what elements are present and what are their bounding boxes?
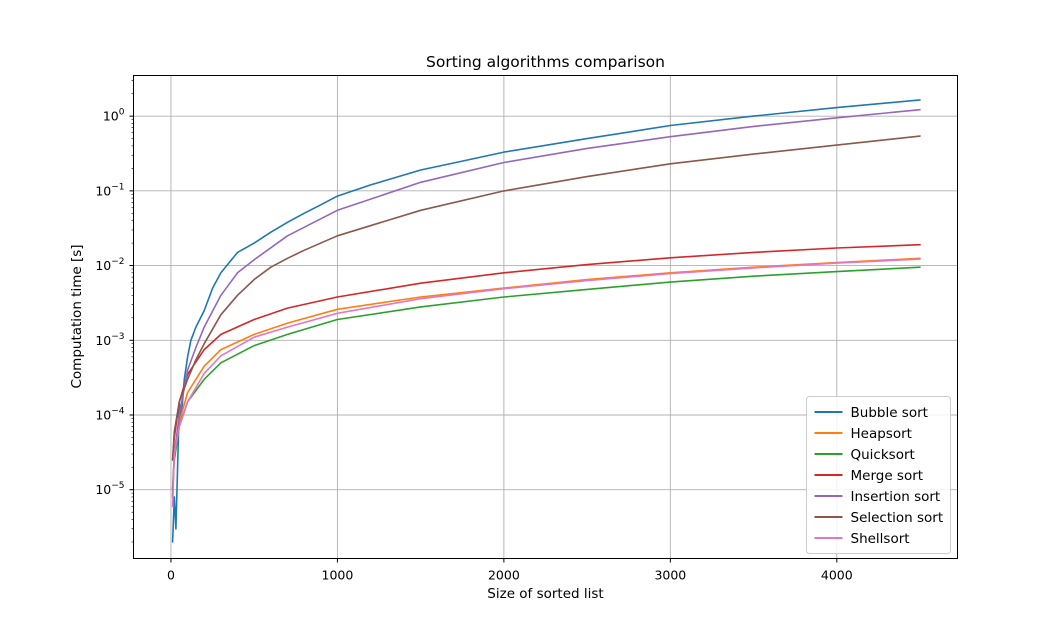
legend-label: Merge sort bbox=[851, 468, 924, 484]
y-tick-label-base: 10 bbox=[95, 407, 111, 422]
chart-title: Sorting algorithms comparison bbox=[426, 53, 665, 71]
y-tick-label: 10−4 bbox=[95, 406, 124, 422]
y-tick-label: 10−2 bbox=[95, 257, 124, 273]
y-tick-label-exponent: −3 bbox=[111, 332, 124, 342]
legend-label: Selection sort bbox=[851, 510, 944, 526]
series-lines bbox=[171, 99, 921, 543]
series-line-insertion-sort bbox=[171, 108, 921, 498]
y-tick-label-base: 10 bbox=[95, 183, 111, 198]
y-tick-label-base: 10 bbox=[103, 109, 119, 124]
y-tick-label-base: 10 bbox=[95, 333, 111, 348]
y-tick-label-exponent: −4 bbox=[111, 406, 125, 416]
legend: Bubble sort Heapsort Quicksort Merge sort In… bbox=[806, 396, 951, 554]
x-axis-title: Size of sorted list bbox=[487, 586, 603, 602]
y-tick-label-base: 10 bbox=[95, 258, 111, 273]
y-tick-label-base: 10 bbox=[95, 482, 111, 497]
x-tick-label: 4000 bbox=[821, 568, 853, 583]
y-tick-label: 10−5 bbox=[95, 481, 124, 497]
y-tick-label-exponent: −2 bbox=[111, 257, 124, 267]
series-line-merge-sort bbox=[171, 243, 921, 461]
plot-frame bbox=[133, 75, 958, 559]
series-line-shellsort bbox=[171, 258, 921, 508]
y-tick-label: 100 bbox=[103, 108, 125, 124]
legend-box bbox=[806, 396, 951, 554]
x-axis: 0 1000 2000 3000 4000 bbox=[167, 558, 853, 583]
y-tick-label-exponent: −1 bbox=[111, 182, 124, 192]
x-tick-label: 0 bbox=[167, 568, 175, 583]
series-line-selection-sort bbox=[171, 135, 921, 461]
x-tick-label: 2000 bbox=[488, 568, 520, 583]
legend-label: Insertion sort bbox=[851, 489, 941, 505]
legend-label: Quicksort bbox=[851, 447, 915, 463]
x-tick-label: 3000 bbox=[654, 568, 686, 583]
y-tick-label: 10−1 bbox=[95, 182, 124, 198]
x-tick-label: 1000 bbox=[322, 568, 354, 583]
legend-label: Shellsort bbox=[851, 531, 910, 547]
y-axis-title: Computation time [s] bbox=[69, 244, 85, 388]
y-tick-label-exponent: −5 bbox=[111, 481, 124, 491]
y-tick-label: 10−3 bbox=[95, 332, 124, 348]
legend-label: Heapsort bbox=[851, 426, 912, 442]
y-tick-label-exponent: 0 bbox=[119, 108, 125, 118]
series-line-bubble-sort bbox=[171, 99, 921, 543]
legend-label: Bubble sort bbox=[851, 405, 928, 421]
